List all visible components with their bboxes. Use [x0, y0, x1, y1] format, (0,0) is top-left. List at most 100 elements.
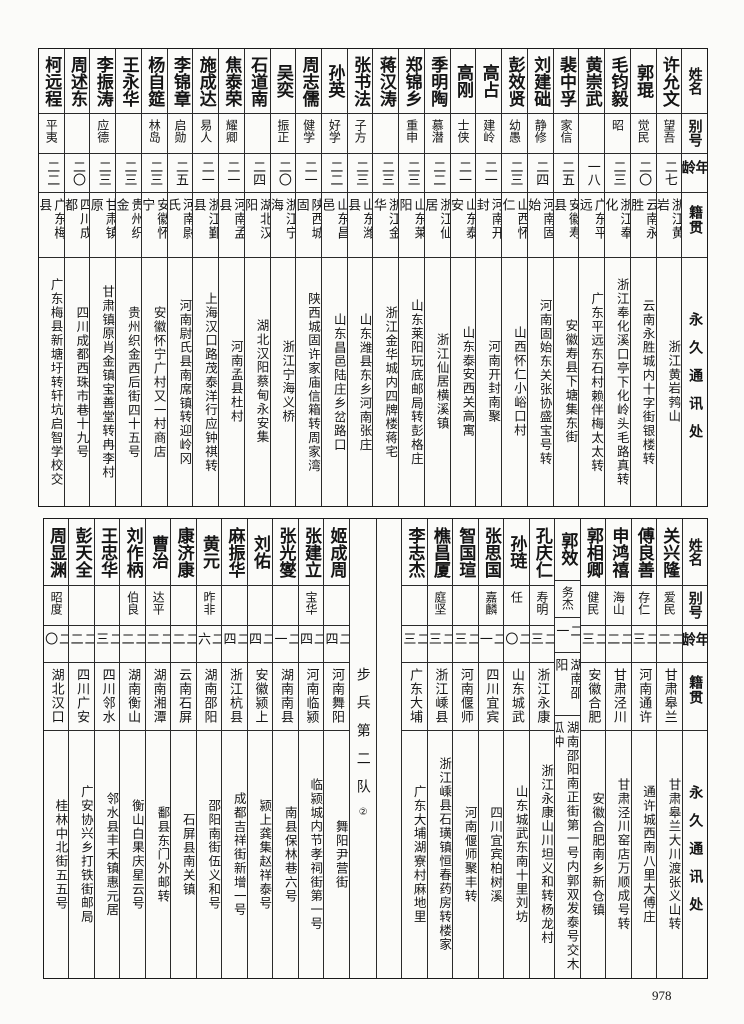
roster-table-bottom: 姓名 别号 年龄 籍贯 永久通讯处 关兴隆 爱民 二二 甘肃皋兰 甘肃皋兰大川渡张义山转 傅良善 存仁… — [43, 518, 708, 979]
table-row: 施成达 易人 二一 浙江鄞县 上海汉口路茂泰洋行应钟祺转 — [192, 49, 219, 506]
name-cell: 申鸿禧 — [606, 519, 631, 586]
header-address-cell: 永久通讯处 — [687, 312, 704, 452]
header-column: 姓名 别号 年龄 籍贯 永久通讯处 — [681, 519, 707, 978]
native-cell: 广东梅县 — [38, 193, 64, 258]
alias-cell — [64, 114, 90, 154]
name-cell: 关兴隆 — [657, 519, 682, 586]
native-cell: 四川成都 — [64, 193, 90, 258]
name-cell: 孙英 — [321, 49, 347, 114]
native-cell: 河南固始 — [527, 193, 553, 258]
table-row: 张建立 宝华 二四 河南临颍 临颍城内节孝祠街第一号 — [297, 519, 324, 978]
age-cell: 二四 — [244, 154, 270, 193]
age-cell: 二五 — [553, 154, 579, 193]
table-row: 孔庆仁 寿明 二三 浙江永康 浙江永康山川坦义和转杨龙村 — [528, 519, 555, 978]
table-row: 吴奕 振正 二〇 浙江宁海 浙江宁海义桥 — [269, 49, 296, 506]
name-cell: 孔庆仁 — [529, 519, 555, 586]
name-cell: 施成达 — [193, 49, 219, 114]
age-cell: 二二 — [120, 626, 145, 663]
alias-cell — [116, 114, 141, 154]
native-cell: 四川广安 — [69, 663, 94, 731]
age-cell: 二二 — [145, 626, 171, 663]
name-cell: 毛钧毅 — [605, 49, 630, 114]
name-cell: 张建立 — [298, 519, 324, 586]
name-cell: 高占 — [476, 49, 502, 114]
age-cell: 二三 — [399, 154, 424, 193]
address-cell: 甘肃泾川窑店万顺成号转 — [615, 778, 631, 931]
alias-cell: 静修 — [527, 114, 553, 154]
name-cell: 姬成周 — [324, 519, 349, 586]
address-cell: 浙江嵊县石璜镇恒春药房转楼家 — [437, 757, 453, 952]
alias-cell: 家信 — [553, 114, 579, 154]
address-cell: 贵州织金西后街四十五号 — [125, 305, 141, 459]
name-cell: 刘佑 — [247, 519, 273, 586]
native-cell: 甘肃皋兰 — [657, 663, 682, 731]
header-alias-cell: 别号 — [682, 586, 707, 626]
address-cell: 河南尉氏县南席镇转迎岭冈 — [177, 298, 193, 466]
address-cell: 陕西城固许家庙信箱转周家湾 — [305, 291, 321, 473]
address-cell: 衡山白果庆星云号 — [129, 798, 145, 911]
table-row: 王忠华 二三 四川邻水 邻水县丰禾镇惠元居 — [93, 519, 120, 978]
age-cell: 二二 — [38, 154, 64, 193]
age-cell: 二三 — [580, 626, 606, 663]
alias-cell — [171, 586, 196, 626]
alias-cell — [222, 586, 247, 626]
alias-cell: 重申 — [399, 114, 424, 154]
alias-cell: 耀卿 — [219, 114, 244, 154]
alias-cell: 好学 — [321, 114, 347, 154]
alias-cell: 昭度 — [43, 586, 69, 626]
address-cell: 桂林中北街五五号 — [53, 798, 69, 911]
alias-cell: 士侠 — [450, 114, 476, 154]
native-cell: 安徽怀宁 — [141, 193, 167, 258]
table-row: 焦泰荣 耀卿 二一 河南孟县 河南孟县杜村 — [218, 49, 244, 506]
native-cell: 山东昌邑 — [321, 193, 347, 258]
address-cell: 邵阳南街伍义和号 — [206, 798, 222, 911]
table-row: 高刚 士侠 二一 山东泰安 山东泰安西关高寓 — [449, 49, 476, 506]
native-cell: 山东泰安 — [450, 193, 476, 258]
name-cell: 裴中孚 — [553, 49, 579, 114]
header-native-cell: 籍贯 — [682, 663, 707, 731]
header-name-cell: 姓名 — [682, 49, 707, 114]
table-row: 李振涛 应德 二三 甘肃镇原 甘肃镇原肖金镇宝善堂转冉李村 — [89, 49, 116, 506]
alias-cell: 宝华 — [298, 586, 324, 626]
table-row: 麻振华 二四 浙江杭县 成都吉祥街新增一号 — [221, 519, 247, 978]
age-cell: 二二 — [424, 154, 450, 193]
name-cell: 樵昌厦 — [427, 519, 453, 586]
address-cell: 浙江宁海义桥 — [280, 340, 296, 424]
alias-cell: 振正 — [270, 114, 296, 154]
address-cell: 广安协兴乡打铁街邮局 — [78, 785, 94, 924]
name-cell: 郑锦乡 — [399, 49, 424, 114]
native-cell: 浙江嵊县 — [427, 663, 453, 731]
age-cell: 二三 — [453, 626, 478, 663]
address-cell: 浙江永康山川坦义和转杨龙村 — [539, 764, 555, 945]
table-row: 裴中孚 家信 二五 安徽寿县 安徽寿县下塘集东街 — [552, 49, 579, 506]
name-cell: 曹治 — [145, 519, 171, 586]
native-cell: 湖南邵阳 — [555, 653, 580, 716]
table-row: 季明陶 慕潜 二二 浙江仙居 浙江仙居横溪镇 — [423, 49, 450, 506]
header-age-cell: 年龄 — [682, 154, 707, 193]
header-alias-cell: 别号 — [682, 114, 707, 154]
table-row: 孙琏任二〇 山东城武 山东城武东南十里刘坊 — [503, 519, 529, 978]
address-cell: 四川宜宾柏树溪 — [488, 805, 504, 904]
address-cell: 石屏县南关镇 — [180, 812, 196, 897]
native-cell: 甘肃镇原 — [90, 193, 116, 258]
alias-cell: 任 — [504, 586, 529, 626]
table-row: 许允文 望吾 二七 浙江黄岩 浙江黄岩鹁山 — [655, 49, 682, 506]
native-cell: 河南通许 — [631, 663, 657, 731]
name-cell: 杨自筵 — [141, 49, 167, 114]
name-cell: 张思国 — [478, 519, 504, 586]
name-cell: 彭天全 — [69, 519, 94, 586]
address-cell: 浙江金华城内四牌楼蒋宅 — [383, 305, 399, 459]
alias-cell — [247, 586, 273, 626]
address-cell: 通许城西南八里大傅庄 — [641, 785, 657, 924]
age-cell: 二一 — [193, 154, 219, 193]
name-cell: 季明陶 — [424, 49, 450, 114]
address-cell: 山西怀仁小峪口村 — [511, 326, 527, 438]
native-cell: 河南孟县 — [219, 193, 244, 258]
alias-cell: 易人 — [193, 114, 219, 154]
name-cell: 康济康 — [171, 519, 196, 586]
name-cell: 郭琨 — [630, 49, 656, 114]
alias-cell: 达平 — [145, 586, 171, 626]
address-cell: 云南永胜城内十字街银楼转 — [640, 298, 656, 466]
native-cell: 浙江黄岩 — [656, 193, 682, 258]
name-cell: 刘作柄 — [120, 519, 145, 586]
